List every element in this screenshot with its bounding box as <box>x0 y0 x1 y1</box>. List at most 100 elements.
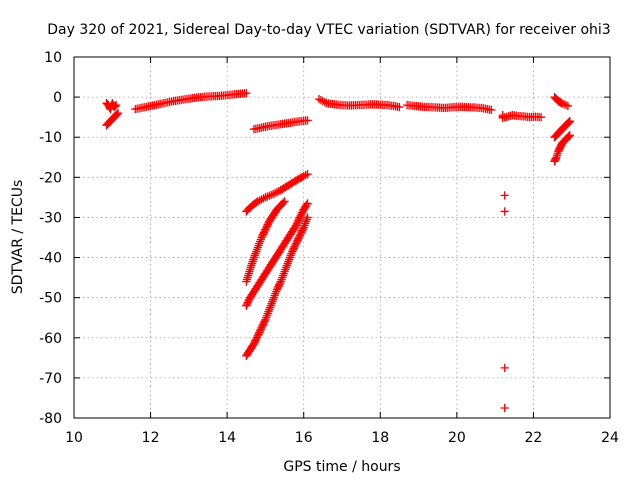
data-point <box>500 207 509 216</box>
data-point <box>242 88 251 98</box>
data-point <box>296 211 305 220</box>
series-seg-n <box>550 117 574 142</box>
data-point <box>298 226 307 235</box>
plot-frame <box>73 56 611 419</box>
data-point <box>294 214 304 224</box>
data-point <box>293 236 302 245</box>
data-point <box>253 331 262 340</box>
data-point <box>290 242 299 251</box>
data-point <box>273 283 282 293</box>
data-point <box>111 101 120 111</box>
data-point <box>564 118 573 127</box>
series-seg-b <box>102 109 123 130</box>
x-tick-label: 20 <box>448 430 466 446</box>
data-point <box>260 317 269 326</box>
series-seg-l <box>550 92 573 111</box>
series-seg-k <box>498 111 546 123</box>
x-tick-label: 10 <box>65 430 83 446</box>
data-point <box>296 229 305 239</box>
data-point <box>294 232 304 242</box>
data-point <box>242 301 251 310</box>
data-point <box>244 296 253 306</box>
data-point <box>262 223 271 233</box>
data-point <box>249 339 259 348</box>
y-tick-label: -20 <box>39 170 62 186</box>
data-point <box>242 299 252 309</box>
data-point <box>298 208 307 217</box>
series-seg-h <box>242 213 312 360</box>
data-point <box>258 321 267 331</box>
data-point <box>500 403 509 413</box>
series-seg-c <box>131 88 251 114</box>
data-point <box>293 218 302 227</box>
data-point <box>275 279 285 288</box>
data-point <box>261 225 270 234</box>
x-tick-label: 14 <box>218 430 236 446</box>
data-point <box>297 228 306 237</box>
data-point <box>292 237 301 247</box>
data-point <box>303 169 312 179</box>
chart-title: Day 320 of 2021, Sidereal Day-to-day VTE… <box>47 22 610 38</box>
data-point <box>288 245 298 255</box>
data-point <box>565 117 574 126</box>
data-point <box>258 320 268 329</box>
grid-layer <box>74 57 610 418</box>
data-point <box>292 219 301 229</box>
y-tick-label: -80 <box>39 411 62 427</box>
x-tick-label: 24 <box>601 430 619 446</box>
points-layer <box>102 88 574 413</box>
data-point <box>257 233 266 242</box>
y-tick-label: -10 <box>39 130 62 146</box>
y-tick-label: -60 <box>39 331 62 347</box>
data-point <box>112 110 122 119</box>
data-point <box>111 100 121 110</box>
data-point <box>500 363 509 373</box>
series-seg-d <box>249 116 312 134</box>
x-tick-label: 12 <box>142 430 160 446</box>
data-point <box>257 323 266 332</box>
data-point <box>297 210 306 219</box>
tick-layer: 10 12 14 16 18 20 22 24 10 0 -10 -20 -30 -40 -50 -60 -70… <box>39 50 619 446</box>
data-point <box>563 101 573 111</box>
series-outliers <box>500 191 509 413</box>
data-point <box>395 102 404 112</box>
series-seg-a <box>102 98 121 114</box>
data-point <box>255 326 265 336</box>
x-axis-label: GPS time / hours <box>283 459 400 475</box>
series-seg-g <box>242 199 312 310</box>
data-point <box>252 334 261 344</box>
data-point <box>294 234 303 243</box>
series-seg-j <box>402 100 496 115</box>
data-point <box>113 109 123 118</box>
data-point <box>275 280 284 289</box>
series-seg-m <box>550 131 574 166</box>
series-seg-f <box>242 197 289 286</box>
data-point <box>254 330 263 339</box>
x-tick-label: 18 <box>371 430 389 446</box>
data-point <box>258 230 268 239</box>
x-tick-label: 22 <box>525 430 543 446</box>
data-point <box>295 231 305 240</box>
data-point <box>564 132 573 141</box>
series-seg-e <box>242 169 312 216</box>
data-point <box>258 231 267 241</box>
data-point <box>280 197 289 206</box>
data-point <box>565 131 574 140</box>
x-tick-label: 16 <box>295 430 313 446</box>
data-point <box>259 228 269 237</box>
data-point <box>487 105 496 115</box>
data-point <box>259 318 269 328</box>
data-point <box>255 328 264 337</box>
data-point <box>262 222 272 231</box>
data-point <box>303 116 312 125</box>
data-point <box>295 213 305 222</box>
data-point <box>303 199 312 208</box>
series-seg-i <box>314 94 404 112</box>
data-point <box>536 113 546 122</box>
y-tick-label: -40 <box>39 251 62 267</box>
y-tick-label: -30 <box>39 210 62 226</box>
data-point <box>260 226 269 236</box>
data-point <box>303 213 312 222</box>
data-point <box>291 239 301 248</box>
